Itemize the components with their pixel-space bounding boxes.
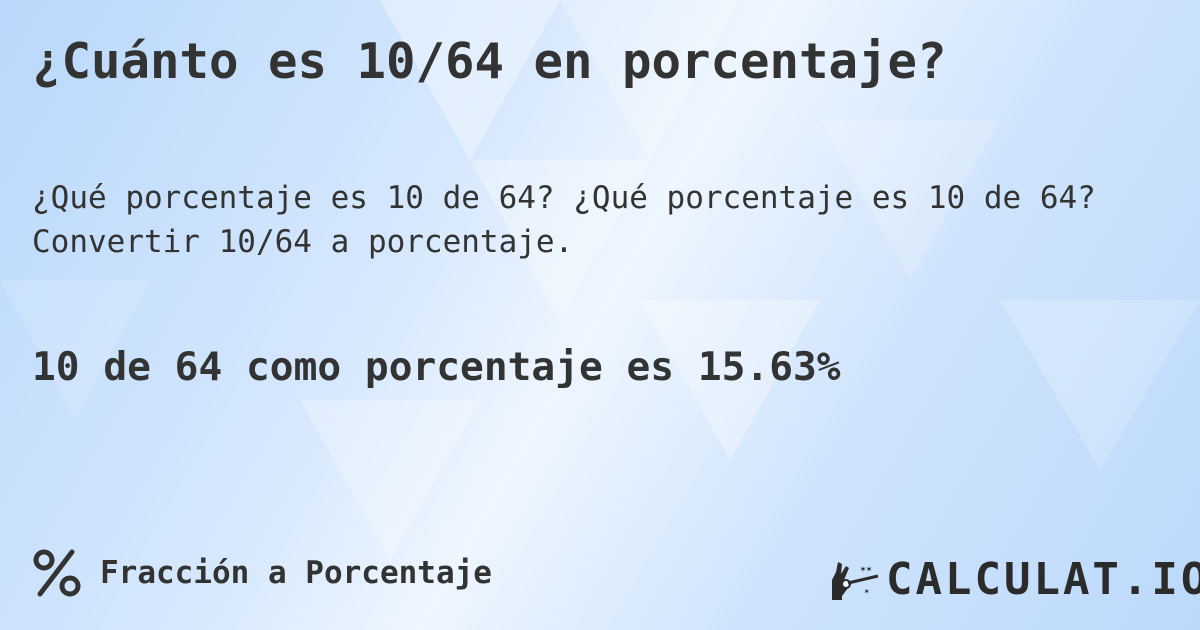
- category-link[interactable]: Fracción a Porcentaje: [32, 548, 492, 598]
- description-line-1: ¿Qué porcentaje es 10 de 64? ¿Qué porcen…: [32, 180, 1096, 216]
- percent-icon: [33, 549, 81, 597]
- calculat-io-logo[interactable]: ✶✶ ✶ CALCULAT.IO: [828, 556, 1200, 604]
- logo-text: CALCULAT.IO: [886, 554, 1200, 605]
- svg-text:✶✶: ✶✶: [860, 564, 872, 575]
- description-line-2: Convertir 10/64 a porcentaje.: [32, 224, 574, 260]
- svg-text:✶: ✶: [864, 587, 870, 597]
- magic-hand-wand-icon: ✶✶ ✶: [832, 562, 879, 600]
- category-label: Fracción a Porcentaje: [100, 555, 492, 591]
- description: ¿Qué porcentaje es 10 de 64? ¿Qué porcen…: [32, 176, 1096, 264]
- answer-text: 10 de 64 como porcentaje es 15.63%: [32, 344, 841, 390]
- page-title: ¿Cuánto es 10/64 en porcentaje?: [32, 33, 947, 90]
